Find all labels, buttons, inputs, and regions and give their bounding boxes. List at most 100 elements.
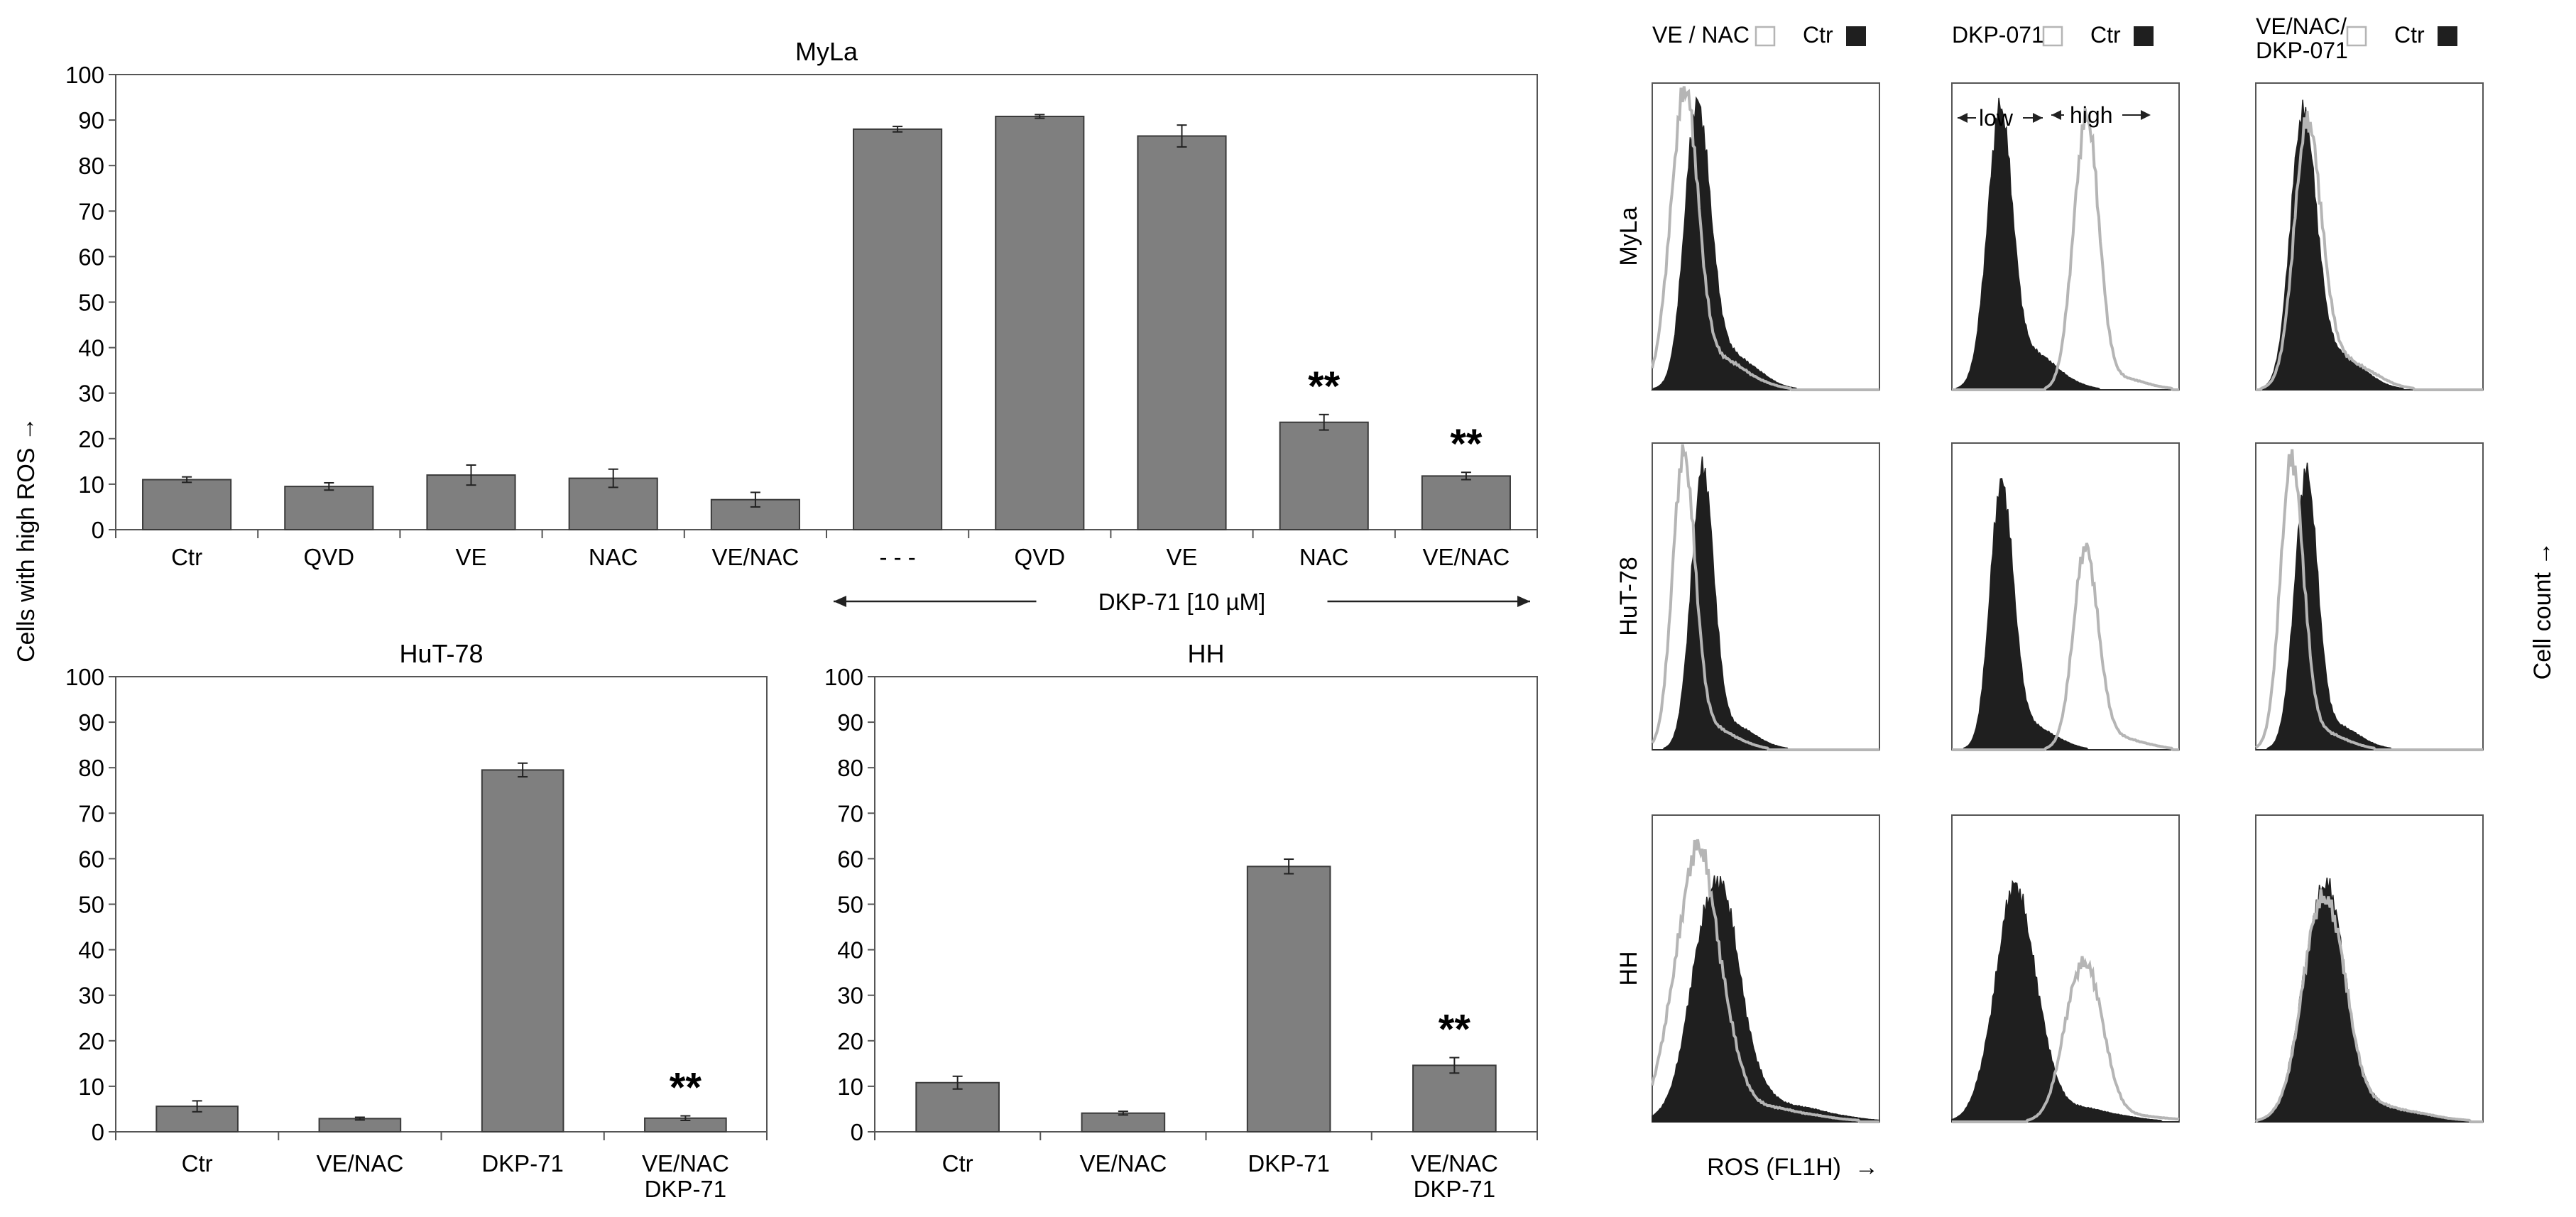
arrow-head-left bbox=[834, 596, 846, 607]
x-tick-label: - - - bbox=[879, 544, 915, 570]
y-tick-label: 100 bbox=[65, 62, 104, 88]
significance-marker: ** bbox=[670, 1065, 702, 1111]
x-tick-label: VE bbox=[455, 544, 486, 570]
bar bbox=[481, 769, 564, 1133]
legend-swatch-open bbox=[2346, 26, 2367, 47]
y-tick-label: 50 bbox=[78, 290, 104, 316]
histogram-control bbox=[1652, 875, 1880, 1123]
x-tick-label: Ctr bbox=[171, 544, 202, 570]
y-tick-label: 60 bbox=[78, 244, 104, 270]
group-label: DKP-71 [10 µM] bbox=[1098, 589, 1265, 615]
x-tick-label: VE/NAC bbox=[642, 1150, 729, 1177]
histogram-treatment bbox=[1952, 108, 2179, 391]
significance-marker: ** bbox=[1439, 1007, 1471, 1053]
histogram-panel bbox=[2254, 814, 2484, 1123]
y-tick-label: 50 bbox=[837, 892, 863, 918]
gate-label-low: low bbox=[1979, 105, 2014, 131]
histogram-treatment bbox=[2256, 111, 2483, 391]
legend-swatch-filled bbox=[1846, 26, 1866, 46]
y-tick-label: 10 bbox=[78, 471, 104, 498]
chart-title: HuT-78 bbox=[399, 639, 483, 668]
y-tick-label: 90 bbox=[78, 107, 104, 133]
y-tick-label: 60 bbox=[78, 846, 104, 872]
flow-cytometry-grid: MyLa HuT-78 HH VE / NAC Ctr DKP-071 Ctr VE/NAC/… bbox=[1615, 13, 2484, 1123]
legend-swatch-filled bbox=[2134, 26, 2154, 46]
y-tick-label: 70 bbox=[78, 800, 104, 826]
x-tick-label: Ctr bbox=[942, 1150, 973, 1177]
histogram-treatment bbox=[1952, 956, 2180, 1123]
x-tick-label: DKP-71 bbox=[1248, 1150, 1330, 1177]
y-tick-label: 30 bbox=[837, 983, 863, 1009]
y-tick-label: 80 bbox=[837, 755, 863, 781]
y-tick-label: 0 bbox=[851, 1119, 863, 1145]
bar bbox=[1246, 866, 1331, 1133]
row-label: HH bbox=[1615, 951, 1642, 986]
bottom-axis-label: ROS (FL1H) → bbox=[1707, 1154, 1879, 1181]
y-tick-label: 90 bbox=[837, 709, 863, 736]
arrow-head-right bbox=[1517, 596, 1530, 607]
bar bbox=[1137, 135, 1227, 531]
x-tick-label: VE/NAC bbox=[1079, 1150, 1167, 1177]
histogram-treatment bbox=[2254, 889, 2483, 1123]
significance-marker: ** bbox=[1450, 421, 1483, 467]
row-label: MyLa bbox=[1615, 207, 1642, 266]
myla-bar-chart: MyLa 0 10 20 30 40 50 60 70 80 90 100 Ctr QVD VE NAC VE/… bbox=[65, 37, 1538, 615]
y-tick-label: 20 bbox=[837, 1028, 863, 1054]
histogram-treatment bbox=[1651, 839, 1879, 1123]
bar bbox=[853, 128, 943, 531]
y-tick-label: 30 bbox=[78, 983, 104, 1009]
bar bbox=[1279, 421, 1369, 530]
legend-label-treatment: DKP-071 bbox=[1952, 22, 2044, 48]
x-tick-label: VE/NAC bbox=[316, 1150, 403, 1177]
y-tick-label: 0 bbox=[92, 517, 104, 543]
y-tick-label: 40 bbox=[837, 937, 863, 964]
legend-swatch-filled bbox=[2438, 26, 2457, 46]
chart-title: HH bbox=[1188, 639, 1225, 668]
x-tick-label: NAC bbox=[589, 544, 638, 570]
chart-title: MyLa bbox=[795, 37, 858, 66]
histogram-treatment bbox=[1952, 542, 2179, 751]
y-tick-label: 100 bbox=[824, 664, 863, 690]
x-tick-label: NAC bbox=[1299, 544, 1349, 570]
x-tick-label: DKP-71 bbox=[1414, 1176, 1496, 1202]
y-tick-label: 10 bbox=[837, 1074, 863, 1100]
histogram-treatment bbox=[2254, 449, 2483, 751]
x-tick-label: QVD bbox=[304, 544, 355, 570]
y-tick-label: 40 bbox=[78, 335, 104, 361]
legend-label-control: Ctr bbox=[2090, 22, 2121, 48]
legend-label-treatment: DKP-071 bbox=[2256, 38, 2348, 63]
row-label: HuT-78 bbox=[1615, 557, 1642, 636]
plot-frame bbox=[874, 676, 1538, 1133]
y-tick-label: 80 bbox=[78, 755, 104, 781]
legend-label-treatment: VE/NAC/ bbox=[2256, 13, 2347, 39]
y-tick-label: 10 bbox=[78, 1074, 104, 1100]
histogram-panel bbox=[1651, 814, 1880, 1123]
bar bbox=[142, 479, 232, 530]
y-tick-label: 20 bbox=[78, 426, 104, 452]
legend-label-control: Ctr bbox=[1803, 22, 1833, 48]
bar bbox=[995, 115, 1085, 531]
x-tick-label: QVD bbox=[1015, 544, 1066, 570]
histogram-treatment bbox=[1651, 444, 1879, 751]
histogram-panel bbox=[2254, 442, 2484, 751]
y-tick-label: 20 bbox=[78, 1028, 104, 1054]
right-axis-label: Cell count → bbox=[2529, 542, 2556, 680]
histogram-treatment bbox=[1651, 86, 1879, 391]
y-tick-label: 40 bbox=[78, 937, 104, 964]
histogram-panel bbox=[2255, 82, 2484, 391]
bar bbox=[284, 486, 374, 530]
x-tick-label: Ctr bbox=[182, 1150, 213, 1177]
bar bbox=[1081, 1112, 1166, 1133]
gate-arrow bbox=[2141, 110, 2151, 120]
y-axis-label: Cells with high ROS → bbox=[13, 417, 40, 662]
significance-marker: ** bbox=[1308, 364, 1341, 410]
y-tick-label: 60 bbox=[837, 846, 863, 872]
y-tick-label: 50 bbox=[78, 892, 104, 918]
bar bbox=[1412, 1064, 1497, 1133]
y-tick-label: 0 bbox=[92, 1119, 104, 1145]
y-tick-label: 30 bbox=[78, 381, 104, 407]
x-tick-label: VE/NAC bbox=[711, 544, 799, 570]
